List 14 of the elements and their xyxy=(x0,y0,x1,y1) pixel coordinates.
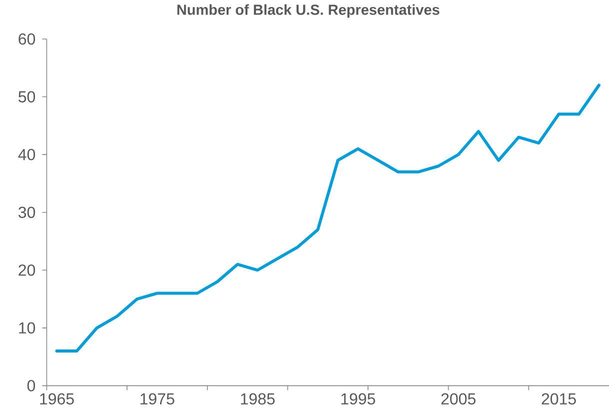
y-tick-label: 30 xyxy=(18,206,36,218)
x-tick-label: 1995 xyxy=(341,393,376,405)
chart-title: Number of Black U.S. Representatives xyxy=(177,4,440,18)
y-tick-label: 50 xyxy=(18,91,36,102)
y-tick-label: 40 xyxy=(18,148,36,160)
y-tick-label: 60 xyxy=(18,33,36,45)
y-tick-label: 0 xyxy=(27,380,36,392)
y-tick-label: 10 xyxy=(19,322,36,334)
x-tick-label: 1965 xyxy=(40,393,74,405)
y-tick-label: 20 xyxy=(18,264,36,276)
x-tick-label: 2015 xyxy=(542,393,576,405)
x-tick-label: 1985 xyxy=(240,393,275,405)
x-tick-label: 2005 xyxy=(441,393,476,405)
x-tick-label: 1975 xyxy=(140,393,174,405)
